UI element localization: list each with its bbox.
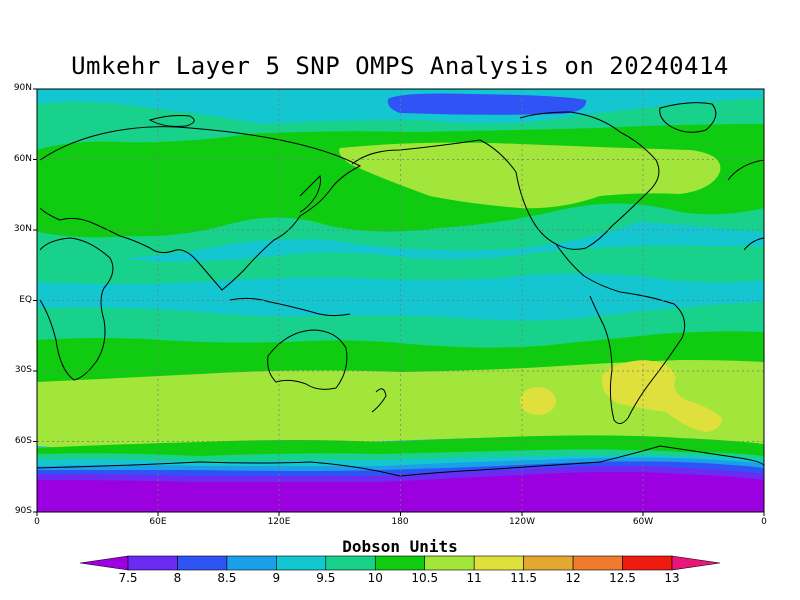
coast-australia <box>267 329 348 390</box>
colorbar-extend-high <box>671 555 721 571</box>
field-band-11-north-pacific <box>339 142 721 209</box>
x-label-60e: 60E <box>149 517 167 527</box>
colorbar-swatch <box>127 555 178 571</box>
x-label-180: 180 <box>391 517 409 527</box>
colorbar-swatch <box>523 555 574 571</box>
field-blob-11.5-pacific <box>520 387 556 415</box>
y-label-eq: EQ <box>19 295 32 305</box>
colorbar-label: 13 <box>664 571 680 585</box>
field-blob-11.5-atlantic <box>601 360 722 432</box>
coast-africa-east-edge <box>743 237 764 251</box>
coast-europe-east-edge <box>727 159 764 181</box>
y-label-30s: 30S <box>14 365 32 375</box>
y-label-90s: 90S <box>14 506 32 516</box>
coast-antarctica <box>37 445 764 477</box>
coast-greenland <box>659 102 717 133</box>
colorbar <box>79 555 721 571</box>
colorbar-swatch <box>226 555 277 571</box>
x-label-60w: 60W <box>632 517 654 527</box>
coast-eurasia <box>39 126 362 291</box>
coast-africa <box>39 237 114 381</box>
colorbar-label: 12 <box>565 571 581 585</box>
colorbar-swatch <box>622 555 673 571</box>
x-label-0-left: 0 <box>34 517 40 527</box>
colorbar-label: 9.5 <box>316 571 336 585</box>
colorbar-label: 11.5 <box>510 571 537 585</box>
coastlines <box>37 102 764 477</box>
colorbar-swatch <box>276 555 327 571</box>
colorbar-swatch <box>473 555 524 571</box>
x-label-120w: 120W <box>508 517 536 527</box>
colorbar-label: 8.5 <box>217 571 237 585</box>
x-label-120e: 120E <box>267 517 291 527</box>
coast-indonesia <box>229 297 351 317</box>
y-label-90n: 90N <box>13 83 32 93</box>
colorbar-swatch <box>424 555 475 571</box>
colorbar-swatch <box>572 555 623 571</box>
y-label-60s: 60S <box>14 436 32 446</box>
field-band-10.5-asia <box>37 179 250 213</box>
colorbar-label: 10 <box>367 571 383 585</box>
coast-arctic-island <box>148 115 195 127</box>
coast-new-zealand <box>371 388 387 413</box>
colorbar-label: 10.5 <box>411 571 439 585</box>
colorbar-label: 11 <box>466 571 482 585</box>
colorbar-swatch <box>374 555 426 571</box>
colorbar-title: Dobson Units <box>342 537 458 556</box>
colorbar-extend-low <box>79 555 129 571</box>
colorbar-swatch <box>325 555 376 571</box>
colorbar-label: 9 <box>272 571 281 585</box>
colorbar-label: 12.5 <box>609 571 636 585</box>
colorbar-label: 8 <box>173 571 182 585</box>
field-blob-8.5 <box>387 93 587 115</box>
coast-north-america <box>351 111 660 250</box>
map-title: Umkehr Layer 5 SNP OMPS Analysis on 2024… <box>71 52 729 80</box>
colorbar-label: 7.5 <box>118 571 138 585</box>
colorbar-swatch <box>177 555 228 571</box>
coast-south-america <box>555 243 686 424</box>
x-label-0-right: 0 <box>761 517 767 527</box>
y-label-30n: 30N <box>13 224 32 234</box>
coast-japan <box>299 175 321 213</box>
gridlines <box>37 89 764 512</box>
field-band-7.5-polar <box>37 472 764 512</box>
tick-marks <box>33 88 765 516</box>
y-label-60n: 60N <box>13 154 32 164</box>
